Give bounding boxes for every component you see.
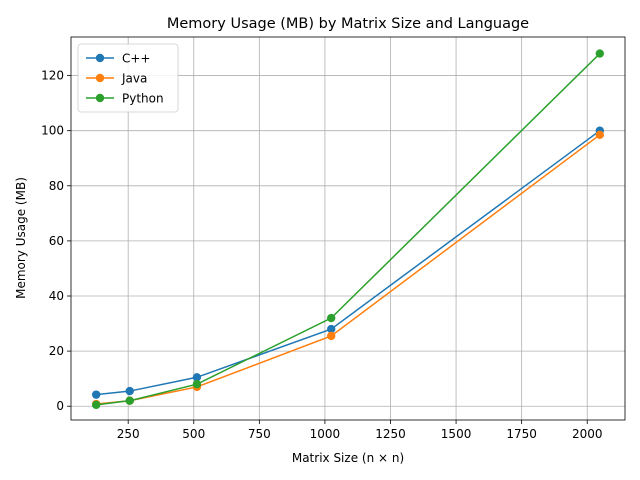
x-tick-label: 1000 bbox=[310, 427, 341, 441]
legend-swatch-marker bbox=[95, 53, 105, 63]
series-line-cpp bbox=[96, 130, 601, 396]
legend-label: Java bbox=[121, 72, 147, 86]
x-axis-label: Matrix Size (n × n) bbox=[292, 451, 404, 465]
x-tick-label: 1250 bbox=[375, 427, 406, 441]
y-axis-label: Memory Usage (MB) bbox=[14, 177, 28, 299]
series-line-java bbox=[96, 134, 601, 405]
data-point-python bbox=[91, 400, 101, 410]
data-point-cpp bbox=[91, 390, 101, 399]
data-point-cpp bbox=[327, 324, 336, 334]
x-tick-label: 1500 bbox=[441, 427, 472, 441]
x-tick-label: 2000 bbox=[572, 427, 603, 441]
y-tick-label: 120 bbox=[41, 69, 64, 83]
y-tick-label: 20 bbox=[49, 344, 64, 358]
plot-frame bbox=[70, 36, 626, 421]
data-point-java bbox=[327, 331, 336, 341]
data-point-python bbox=[192, 379, 202, 389]
legend-label: C++ bbox=[122, 52, 151, 66]
series-layer bbox=[91, 49, 605, 410]
y-tick-label: 100 bbox=[41, 124, 64, 138]
legend-label: Python bbox=[122, 92, 164, 106]
data-point-python bbox=[125, 396, 134, 405]
chart-title: Memory Usage (MB) by Matrix Size and Lan… bbox=[167, 16, 529, 32]
x-tick-label: 1750 bbox=[506, 427, 537, 441]
legend-swatch-marker bbox=[95, 93, 105, 103]
y-tick-label: 0 bbox=[56, 399, 64, 413]
x-tick-label: 500 bbox=[182, 427, 205, 441]
data-point-java bbox=[595, 130, 605, 140]
data-point-python bbox=[327, 313, 336, 323]
data-point-cpp bbox=[125, 386, 134, 396]
legend-box bbox=[77, 43, 179, 113]
y-tick-label: 60 bbox=[49, 234, 64, 248]
x-tick-label: 750 bbox=[248, 427, 271, 441]
y-tick-label: 80 bbox=[49, 179, 64, 193]
data-point-cpp bbox=[192, 373, 202, 382]
x-tick-label: 250 bbox=[117, 427, 140, 441]
legend: C++ Java Python bbox=[77, 43, 179, 113]
legend-swatch-marker bbox=[95, 73, 105, 83]
data-point-python bbox=[595, 49, 605, 58]
y-tick-label: 40 bbox=[49, 289, 64, 303]
axis-ticks: 250 500 750 1000 1250 1500 1750 2000 0 20 40 60 80 10… bbox=[41, 69, 602, 441]
